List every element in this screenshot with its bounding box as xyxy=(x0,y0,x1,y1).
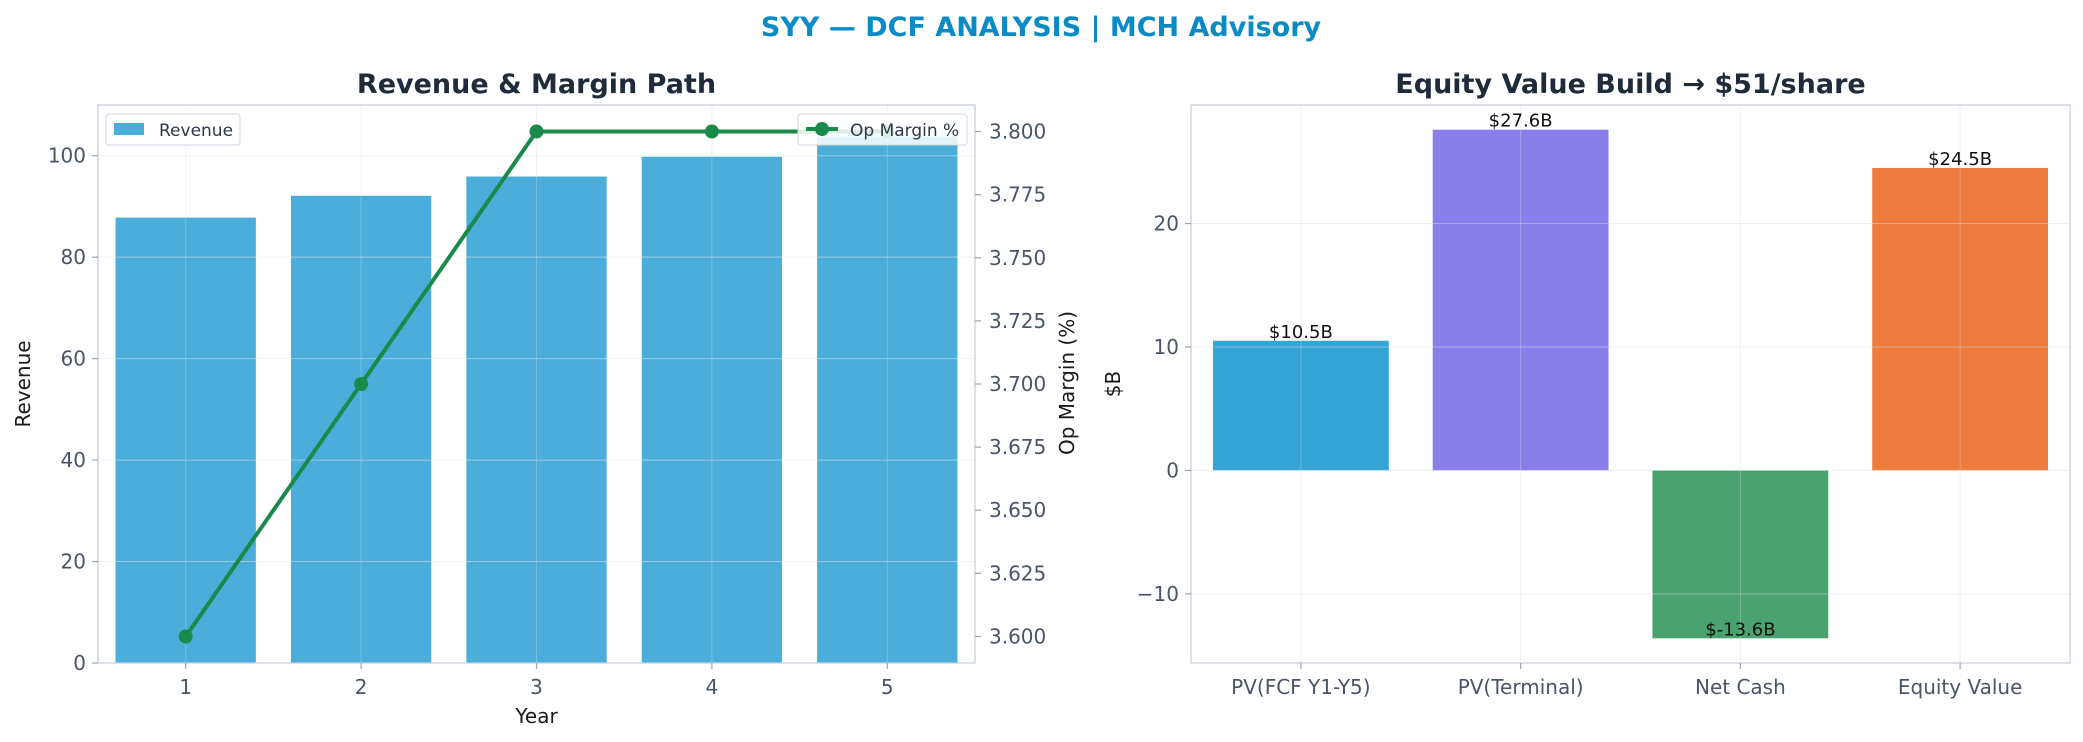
value-bar xyxy=(1652,470,1829,639)
x-tick-label: 5 xyxy=(881,675,894,699)
value-bar xyxy=(1432,129,1609,471)
legend-op-margin: Op Margin % xyxy=(797,113,968,146)
y2-tick-label: 3.775 xyxy=(989,183,1046,207)
data-label: $24.5B xyxy=(1928,149,1992,170)
y-tick-label: 0 xyxy=(1166,458,1179,482)
legend-box xyxy=(105,113,241,146)
y2-tick-label: 3.625 xyxy=(989,561,1046,585)
y-tick-label: 20 xyxy=(1154,212,1179,236)
y-tick-label: −10 xyxy=(1137,582,1179,606)
y2-axis-label: Op Margin (%) xyxy=(1055,311,1079,455)
op-margin-point xyxy=(529,124,544,139)
value-bar xyxy=(1212,340,1389,471)
y-tick-label: 20 xyxy=(61,550,86,574)
op-margin-point xyxy=(704,124,719,139)
legend-marker xyxy=(815,122,829,136)
y-tick-label: 0 xyxy=(73,651,86,675)
figure-title: SYY — DCF ANALYSIS | MCH Advisory xyxy=(761,12,1322,43)
y-axis-label: $B xyxy=(1101,371,1125,397)
data-label: $27.6B xyxy=(1489,111,1553,132)
chart-title: Revenue & Margin Path xyxy=(357,69,716,100)
x-tick-label: 3 xyxy=(530,675,543,699)
x-tick-label: PV(FCF Y1-Y5) xyxy=(1231,675,1370,699)
x-tick-label: Net Cash xyxy=(1695,675,1786,699)
y2-tick-label: 3.675 xyxy=(989,435,1046,459)
legend-revenue: Revenue xyxy=(105,113,241,146)
y-tick-label: 80 xyxy=(61,245,86,269)
y2-tick-label: 3.800 xyxy=(989,120,1046,144)
y2-tick-label: 3.600 xyxy=(989,624,1046,648)
data-label: $10.5B xyxy=(1269,322,1333,343)
op-margin-point xyxy=(354,377,369,391)
y-axis-label: Revenue xyxy=(11,340,35,427)
y2-tick-label: 3.750 xyxy=(989,246,1046,270)
revenue-bar xyxy=(290,195,432,663)
revenue-margin-chart: Revenue & Margin Path 0 20 40 60 80 100 3.600 3.… xyxy=(11,69,1079,728)
x-tick-label: 4 xyxy=(706,675,719,699)
x-tick-label: PV(Terminal) xyxy=(1458,675,1584,699)
y-tick-label: 10 xyxy=(1154,335,1179,359)
x-tick-label: Equity Value xyxy=(1898,675,2023,699)
y-tick-label: 100 xyxy=(48,144,86,168)
y2-tick-label: 3.700 xyxy=(989,372,1046,396)
data-label: $-13.6B xyxy=(1705,619,1775,640)
legend-label: Revenue xyxy=(159,121,233,141)
equity-value-chart: Equity Value Build → $51/share −10 0 10 20 PV… xyxy=(1101,69,2071,699)
legend-swatch xyxy=(114,123,144,135)
legend-box xyxy=(797,113,968,146)
y2-tick-label: 3.725 xyxy=(989,309,1046,333)
y-tick-label: 40 xyxy=(61,448,86,472)
value-bar xyxy=(1872,167,2049,471)
chart-title: Equity Value Build → $51/share xyxy=(1395,69,1865,100)
revenue-bar xyxy=(817,136,958,663)
x-tick-label: 2 xyxy=(355,675,368,699)
revenue-bar xyxy=(466,176,607,663)
y2-tick-label: 3.650 xyxy=(989,498,1046,522)
legend-label: Op Margin % xyxy=(850,121,959,141)
plot-frame xyxy=(1190,104,2071,664)
op-margin-point xyxy=(178,629,193,644)
x-axis-label: Year xyxy=(514,704,558,728)
y-tick-label: 60 xyxy=(61,347,86,371)
revenue-bar xyxy=(115,217,256,663)
revenue-bar xyxy=(641,156,783,663)
x-tick-label: 1 xyxy=(179,675,192,699)
